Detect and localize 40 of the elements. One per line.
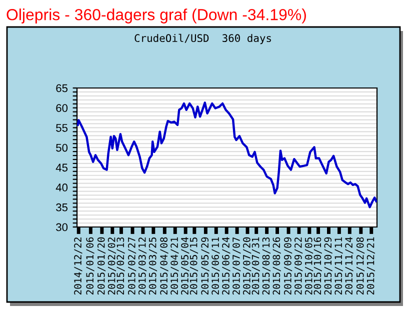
x-tick-label: 2015/09/22 [294,238,303,295]
x-tick-label: 2015/11/11 [334,237,343,295]
x-tick-label: 2015/05/04 [181,237,190,295]
x-tick-label: 2015/02/13 [116,237,125,295]
y-tick-label: 60 [56,104,68,112]
x-tick-label: 2015/08/26 [272,237,281,295]
x-tick-label: 2015/07/31 [252,237,260,295]
y-tick-label: 30 [56,223,68,232]
y-tick-label: 55 [56,124,68,132]
x-tick-label: 2015/01/20 [97,237,106,295]
x-tick-label: 2015/03/12 [138,238,147,295]
x-tick-label: 2015/03/25 [148,238,158,295]
x-tick-label: 2015/06/24 [222,237,230,295]
x-tick-label: 2015/05/29 [201,237,210,295]
x-tick-label: 2015/10/05 [304,238,314,295]
chart-subtitle: CrudeOil/USD 360 days [134,34,271,44]
x-tick-label: 2015/04/21 [170,237,179,295]
y-tick-label: 35 [56,203,68,212]
x-tick-label: 2015/12/21 [366,237,375,295]
x-tick-label: 2015/04/08 [160,237,168,295]
x-tick-label: 2015/09/09 [284,237,292,295]
y-tick-label: 65 [56,84,68,92]
y-tick-label: 50 [56,144,68,152]
x-tick-label: 2015/11/24 [345,237,354,295]
x-tick-label: 2015/06/11 [212,237,220,295]
line-series [77,102,377,208]
x-tick-label: 2015/12/08 [356,237,365,295]
y-tick-label: 40 [56,184,68,192]
x-tick-label: 2015/01/06 [86,237,94,295]
x-tick-label: 2014/12/22 [74,238,82,295]
x-tick-label: 2015/02/02 [108,238,116,295]
x-tick-label: 2015/02/27 [128,237,136,295]
chart-title: Oljepris - 360-dagers graf (Down -34.19%) [6,8,306,24]
x-tick-label: 2015/07/20 [243,237,252,295]
y-tick-label: 45 [56,164,68,172]
x-tick-label: 2015/08/13 [262,237,270,295]
x-tick-label: 2015/07/07 [232,237,241,295]
x-tick-label: 2015/10/29 [324,237,332,295]
x-tick-label: 2015/05/15 [190,238,198,295]
x-tick-label: 2015/10/16 [314,237,322,295]
